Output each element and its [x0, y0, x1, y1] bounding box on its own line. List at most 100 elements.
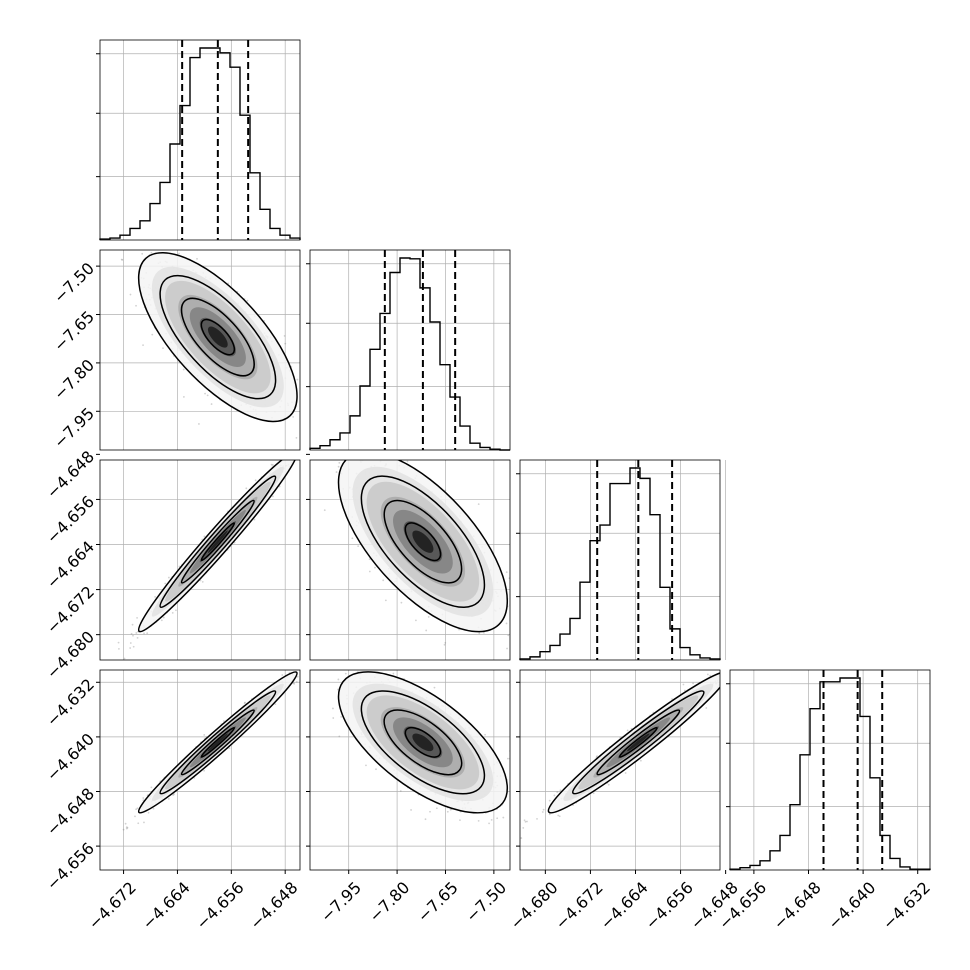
- sample-point: [507, 634, 510, 637]
- sample-point: [319, 443, 321, 445]
- sample-point: [399, 790, 402, 792]
- y-tick-label: −7.80: [50, 355, 98, 403]
- sample-point: [123, 657, 126, 660]
- sample-point: [167, 576, 170, 579]
- sample-point: [351, 537, 354, 540]
- sample-point: [134, 815, 136, 818]
- sample-point: [626, 729, 629, 732]
- sample-point: [384, 599, 387, 602]
- sample-point: [424, 818, 427, 821]
- sample-point: [244, 701, 246, 704]
- sample-point: [246, 299, 249, 302]
- sample-point: [368, 447, 370, 449]
- sample-point: [117, 641, 120, 644]
- sample-point: [162, 247, 164, 249]
- sample-point: [150, 786, 153, 789]
- sample-point: [136, 616, 138, 619]
- y-tick-label: −4.664: [43, 537, 98, 592]
- sample-point: [449, 808, 452, 811]
- sample-point: [303, 398, 305, 400]
- density-contour: [137, 460, 298, 633]
- y-tick-label: −4.640: [43, 729, 98, 784]
- sample-point: [281, 674, 284, 676]
- y-tick-label: −4.648: [43, 784, 98, 839]
- hist-panel-1: [96, 39, 301, 241]
- sample-point: [477, 503, 480, 506]
- sample-point: [294, 666, 296, 668]
- sample-point: [278, 485, 281, 488]
- sample-point: [243, 702, 246, 704]
- sample-point: [228, 747, 231, 749]
- sample-point: [178, 252, 180, 255]
- sample-point: [287, 455, 289, 457]
- sample-point: [559, 789, 562, 792]
- sample-point: [378, 650, 380, 652]
- y-tick-label: −4.656: [43, 839, 98, 894]
- sample-point: [129, 293, 132, 296]
- hist-panel-2: [306, 249, 511, 451]
- sample-point: [291, 456, 293, 458]
- panel-frame: [99, 39, 301, 241]
- sample-point: [301, 685, 303, 687]
- sample-point: [146, 632, 149, 635]
- sample-point: [223, 720, 225, 722]
- sample-point: [137, 822, 140, 825]
- sample-point: [374, 566, 376, 569]
- density-contour: [404, 726, 442, 758]
- density-contour: [180, 709, 255, 776]
- sample-point: [129, 642, 132, 644]
- sample-point: [173, 793, 176, 796]
- sample-point: [118, 647, 120, 650]
- density-fill: [207, 733, 228, 752]
- sample-point: [406, 460, 409, 463]
- sample-point: [337, 678, 340, 681]
- sample-point: [478, 632, 481, 635]
- sample-point: [160, 619, 163, 622]
- panel-frame: [309, 669, 511, 871]
- sample-point: [337, 437, 339, 439]
- density-contour: [337, 671, 509, 814]
- sample-point: [292, 416, 295, 418]
- sample-point: [182, 396, 185, 398]
- sample-point: [315, 652, 317, 654]
- sample-point: [352, 392, 354, 394]
- sample-point: [295, 661, 297, 663]
- sample-point: [130, 632, 133, 635]
- sample-point: [524, 820, 527, 823]
- sample-point: [253, 518, 256, 521]
- density-panel-2-1: −7.95−7.80−7.65−7.50: [50, 245, 323, 458]
- sample-point: [458, 628, 460, 631]
- density-panel-3-1: −4.680−4.672−4.664−4.656−4.648: [43, 447, 301, 683]
- sample-point: [142, 797, 145, 799]
- sample-point: [375, 768, 377, 771]
- sample-point: [152, 807, 155, 810]
- sample-point: [558, 815, 561, 818]
- sample-point: [427, 616, 430, 618]
- sample-point: [502, 816, 505, 819]
- y-tick-label: −7.50: [50, 259, 98, 307]
- sample-point: [151, 333, 154, 336]
- histogram-step-1: [99, 47, 301, 240]
- sample-point: [254, 479, 257, 482]
- hist-panel-3: [516, 459, 726, 661]
- sample-point: [488, 822, 490, 825]
- sample-point: [142, 344, 144, 347]
- density-contour: [137, 251, 298, 423]
- sample-point: [201, 580, 204, 583]
- sample-point: [536, 817, 538, 820]
- sample-point: [382, 579, 385, 582]
- density-fill: [412, 530, 434, 553]
- density-fill: [207, 326, 228, 348]
- density-contour: [137, 671, 298, 814]
- sample-point: [513, 612, 515, 614]
- sample-point: [321, 394, 323, 396]
- density-contour: [180, 499, 255, 584]
- sample-point: [143, 632, 145, 635]
- sample-point: [182, 368, 185, 371]
- sample-point: [400, 601, 403, 604]
- y-tick-label: −4.680: [43, 627, 98, 682]
- sample-point: [131, 245, 133, 247]
- density-panel-4-2: [306, 650, 511, 871]
- hist-panel-4: [726, 669, 931, 871]
- sample-point: [141, 252, 144, 255]
